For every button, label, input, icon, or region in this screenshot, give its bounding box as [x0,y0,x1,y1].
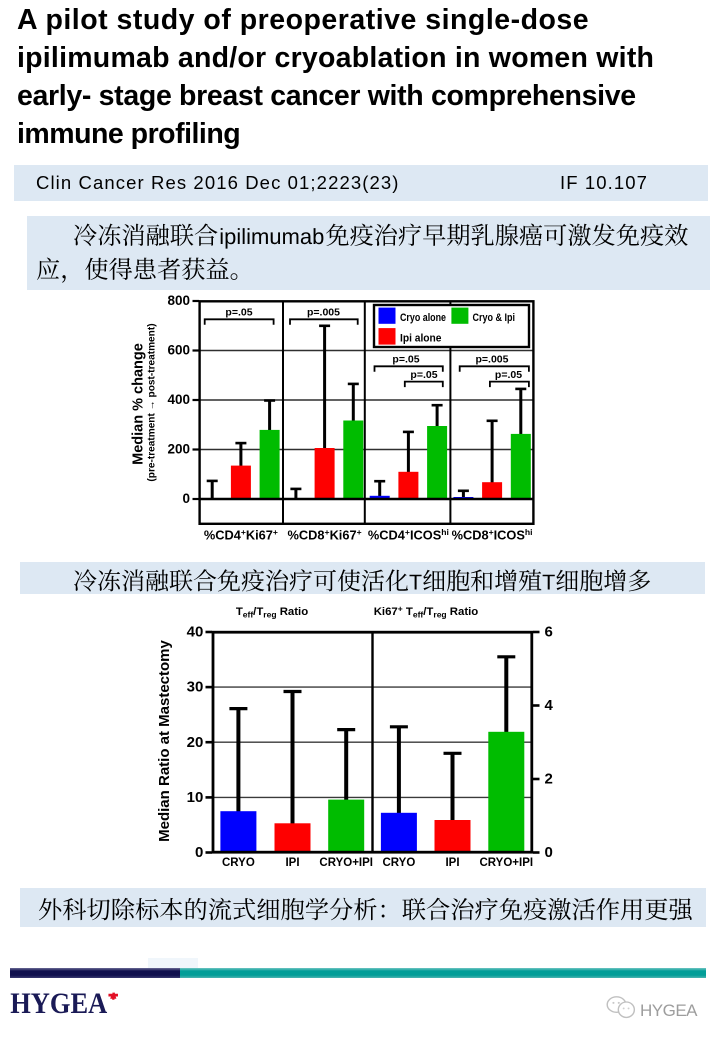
svg-text:200: 200 [167,441,190,456]
svg-text:Ipi alone: Ipi alone [400,332,442,344]
svg-text:10: 10 [187,789,204,806]
svg-text:0: 0 [182,491,190,506]
svg-text:0: 0 [545,844,553,861]
svg-text:400: 400 [167,392,190,407]
svg-text:p=.05: p=.05 [392,354,419,366]
svg-text:CRYO+IPI: CRYO+IPI [480,857,534,869]
svg-text:%CD4+ICOShi: %CD4+ICOShi [368,527,449,543]
svg-text:p=.005: p=.005 [476,354,509,366]
svg-text:p=.05: p=.05 [410,369,437,381]
svg-text:IPI: IPI [285,857,299,869]
svg-text:2: 2 [545,771,553,788]
svg-text:Median % change: Median % change [130,343,146,465]
svg-text:CRYO: CRYO [222,857,255,869]
svg-text:p=.05: p=.05 [225,307,252,319]
svg-text:%CD4+Ki67+: %CD4+Ki67+ [204,527,278,543]
svg-text:CRYO: CRYO [382,857,415,869]
svg-text:HYGEA: HYGEA [10,987,107,1020]
svg-text:%CD8+ICOShi: %CD8+ICOShi [452,527,533,543]
svg-text:20: 20 [187,734,204,751]
svg-text:(pre-treatment → post-treatmen: (pre-treatment → post-treatment) [147,323,158,481]
svg-text:6: 6 [545,624,553,641]
svg-text:Cryo alone: Cryo alone [400,312,446,324]
svg-text:30: 30 [187,679,204,696]
svg-text:Ki67+ Teff/Treg Ratio: Ki67+ Teff/Treg Ratio [374,604,479,620]
svg-text:0: 0 [195,844,203,861]
svg-text:40: 40 [187,624,204,641]
svg-text:800: 800 [167,293,190,308]
svg-text:IPI: IPI [445,857,459,869]
svg-text:Cryo & Ipi: Cryo & Ipi [473,312,516,324]
svg-text:Teff/Treg Ratio: Teff/Treg Ratio [236,606,308,620]
svg-text:CRYO+IPI: CRYO+IPI [319,857,373,869]
svg-text:p=.005: p=.005 [307,307,340,319]
svg-text:4: 4 [545,697,554,714]
svg-text:600: 600 [167,342,190,357]
svg-text:Median Ratio at Mastectomy: Median Ratio at Mastectomy [156,639,173,841]
svg-text:p=.05: p=.05 [495,369,522,381]
svg-text:%CD8+Ki67+: %CD8+Ki67+ [288,527,362,543]
